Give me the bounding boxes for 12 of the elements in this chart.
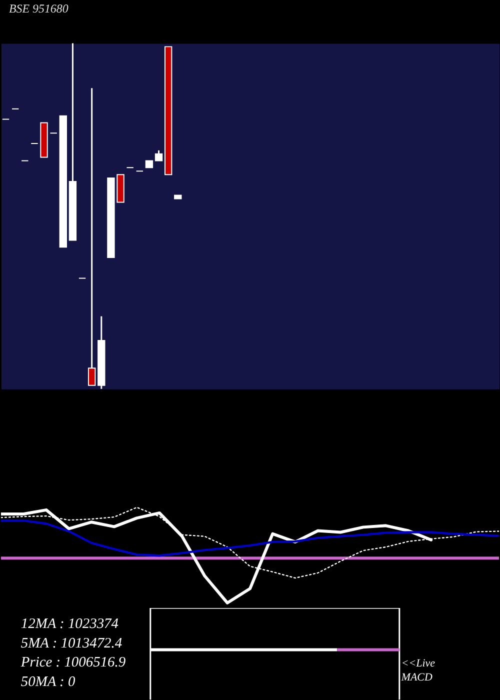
text: 5MA : 1013472.4: [20, 635, 122, 652]
candlestick: [40, 122, 48, 158]
text: 50MA : 0: [20, 674, 76, 690]
candlestick: [164, 46, 172, 176]
candlestick: [88, 88, 96, 386]
text: Price : 1006516.9: [20, 654, 126, 671]
text: <<Live MACD: [400, 658, 436, 684]
candlestick: [145, 160, 154, 168]
candlestick: [174, 194, 182, 200]
candlestick: [59, 115, 67, 248]
chart-title: BSE 951680: [8, 1, 68, 16]
text: 12MA : 1023374: [20, 616, 119, 632]
